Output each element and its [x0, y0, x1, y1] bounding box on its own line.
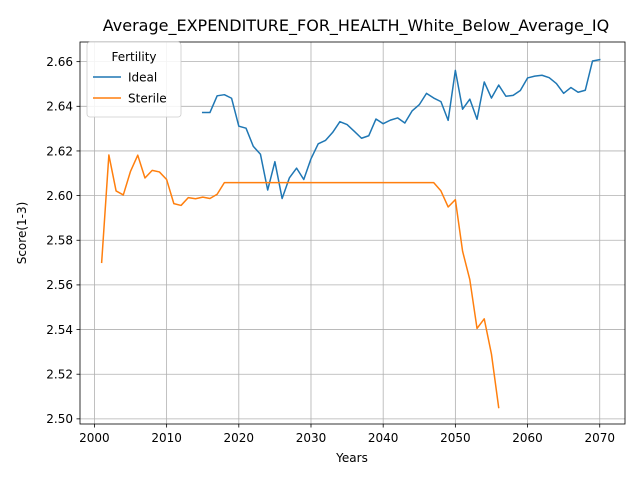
x-tick-label: 2030 [296, 431, 327, 445]
plot-frame [79, 41, 626, 425]
x-tick-label: 2010 [151, 431, 182, 445]
y-axis: 2.50 2.52 2.54 2.56 2.58 2.60 2.62 2.64 2.66 [46, 55, 80, 426]
legend-title: Fertility [111, 50, 156, 64]
x-axis-label: Years [335, 451, 368, 465]
y-tick-label: 2.56 [46, 278, 73, 292]
y-tick-label: 2.66 [46, 55, 73, 69]
x-tick-label: 2070 [584, 431, 615, 445]
x-tick-label: 2050 [440, 431, 471, 445]
x-tick-label: 2000 [79, 431, 110, 445]
grid [80, 42, 625, 424]
y-tick-label: 2.62 [46, 144, 73, 158]
y-tick-label: 2.60 [46, 189, 73, 203]
y-tick-label: 2.64 [46, 100, 73, 114]
series-line-ideal [201, 58, 601, 200]
x-tick-label: 2020 [224, 431, 255, 445]
x-tick-label: 2060 [512, 431, 543, 445]
y-tick-label: 2.54 [46, 323, 73, 337]
y-tick-label: 2.52 [46, 368, 73, 382]
x-axis: 2000 2010 2020 2030 2040 2050 2060 2070 [79, 424, 615, 445]
legend-label: Sterile [128, 91, 167, 105]
y-tick-label: 2.58 [46, 234, 73, 248]
y-axis-label: Score(1-3) [15, 202, 29, 265]
x-tick-label: 2040 [368, 431, 399, 445]
legend-label: Ideal [128, 70, 157, 84]
legend: Fertility Ideal Sterile [86, 41, 182, 118]
series-line-sterile [100, 154, 500, 409]
series-layer [100, 58, 601, 409]
legend-entries: Ideal Sterile [93, 70, 167, 105]
y-tick-label: 2.50 [46, 412, 73, 426]
chart-title: Average_EXPENDITURE_FOR_HEALTH_White_Bel… [103, 16, 609, 36]
